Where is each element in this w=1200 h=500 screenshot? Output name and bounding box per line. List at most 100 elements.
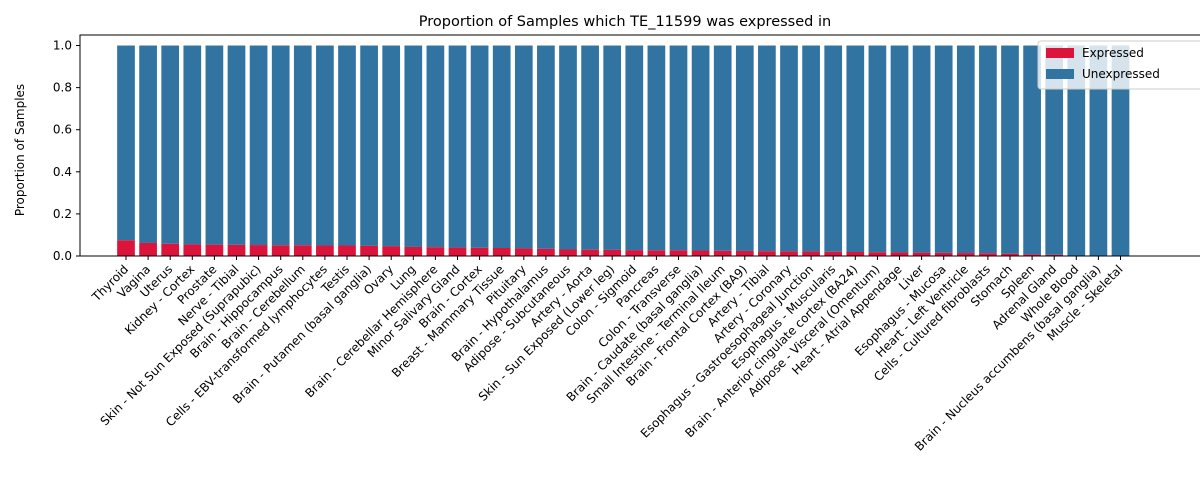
bars-layer (117, 45, 1130, 257)
y-tick-label: 1.0 (53, 39, 72, 53)
bar-expressed (537, 248, 555, 256)
bar-unexpressed (868, 45, 887, 253)
bar-expressed (934, 252, 953, 256)
bar-expressed (912, 252, 931, 256)
bar-expressed (713, 250, 732, 256)
bar-expressed (205, 244, 224, 256)
bar-expressed (448, 247, 467, 256)
legend-swatch-expressed (1046, 48, 1074, 58)
bar-unexpressed (735, 45, 754, 251)
bar-expressed (846, 252, 865, 256)
bar-expressed (625, 250, 644, 256)
bar-expressed (249, 245, 268, 256)
bar-expressed (956, 253, 975, 256)
legend-box (1037, 40, 1200, 90)
bar-unexpressed (581, 45, 599, 250)
bar-expressed (691, 250, 710, 256)
bar-expressed (824, 251, 843, 256)
bar-unexpressed (183, 45, 202, 245)
bar-unexpressed (758, 45, 776, 252)
bar-expressed (227, 244, 246, 256)
bar-unexpressed (625, 45, 644, 251)
bar-unexpressed (338, 45, 356, 246)
bar-expressed (316, 245, 334, 256)
legend-label-expressed: Expressed (1082, 46, 1144, 60)
bar-unexpressed (647, 45, 666, 251)
bar-expressed (293, 245, 312, 256)
bar-unexpressed (1067, 45, 1086, 256)
bar-expressed (139, 242, 157, 256)
bar-unexpressed (824, 45, 843, 252)
bar-unexpressed (382, 45, 401, 247)
bar-expressed (161, 243, 180, 256)
bar-unexpressed (691, 45, 710, 251)
bar-unexpressed (846, 45, 865, 253)
bar-unexpressed (117, 45, 135, 241)
bar-expressed (603, 249, 622, 256)
bar-unexpressed (890, 45, 909, 253)
bar-unexpressed (934, 45, 953, 253)
bar-unexpressed (559, 45, 577, 250)
bar-unexpressed (293, 45, 312, 246)
bar-unexpressed (669, 45, 688, 251)
y-axis: 0.0 0.2 0.4 0.6 0.8 1.0 (53, 39, 80, 263)
bar-expressed (404, 246, 423, 256)
y-tick-label: 0.0 (53, 249, 72, 263)
bar-unexpressed (448, 45, 467, 248)
bar-expressed (868, 252, 887, 256)
bar-expressed (183, 244, 202, 256)
bar-unexpressed (360, 45, 378, 246)
legend-swatch-unexpressed (1046, 69, 1074, 79)
bar-unexpressed (713, 45, 732, 251)
bar-expressed (117, 240, 135, 256)
legend: Expressed Unexpressed (1037, 40, 1200, 90)
legend-label-unexpressed: Unexpressed (1082, 67, 1160, 81)
bar-unexpressed (802, 45, 820, 252)
bar-expressed (559, 249, 577, 256)
bar-expressed (360, 245, 378, 256)
bar-unexpressed (426, 45, 445, 248)
bar-expressed (780, 251, 798, 256)
bar-expressed (735, 250, 754, 256)
y-tick-label: 0.6 (53, 123, 72, 137)
bar-expressed (514, 248, 533, 256)
bar-expressed (669, 250, 688, 256)
bar-expressed (802, 251, 820, 256)
bar-unexpressed (1001, 45, 1019, 254)
plot-frame (79, 34, 1200, 257)
bar-unexpressed (537, 45, 555, 249)
y-tick-label: 0.8 (53, 81, 72, 95)
bar-expressed (758, 251, 776, 256)
bar-expressed (979, 253, 997, 256)
bar-unexpressed (271, 45, 290, 246)
bar-unexpressed (205, 45, 224, 245)
bar-expressed (426, 247, 445, 256)
bar-expressed (271, 245, 290, 256)
bar-unexpressed (470, 45, 489, 248)
y-tick-label: 0.2 (53, 207, 72, 221)
bar-unexpressed (1089, 45, 1108, 257)
bar-expressed (338, 245, 356, 256)
chart-title: Proportion of Samples which TE_11599 was… (419, 14, 831, 30)
bar-unexpressed (780, 45, 798, 252)
bar-unexpressed (956, 45, 975, 254)
bar-unexpressed (912, 45, 931, 253)
bar-unexpressed (139, 45, 157, 243)
bar-expressed (1045, 254, 1064, 256)
bar-unexpressed (316, 45, 334, 246)
bar-expressed (581, 249, 599, 256)
bar-expressed (1001, 253, 1019, 256)
bar-unexpressed (227, 45, 246, 245)
bar-expressed (382, 246, 401, 256)
bar-unexpressed (514, 45, 533, 249)
bar-expressed (470, 247, 489, 256)
bar-unexpressed (249, 45, 268, 246)
bar-unexpressed (979, 45, 997, 254)
bar-expressed (647, 250, 666, 256)
bar-unexpressed (1023, 45, 1041, 255)
bar-unexpressed (404, 45, 423, 247)
bar-unexpressed (1111, 45, 1130, 257)
bar-unexpressed (1045, 45, 1064, 255)
